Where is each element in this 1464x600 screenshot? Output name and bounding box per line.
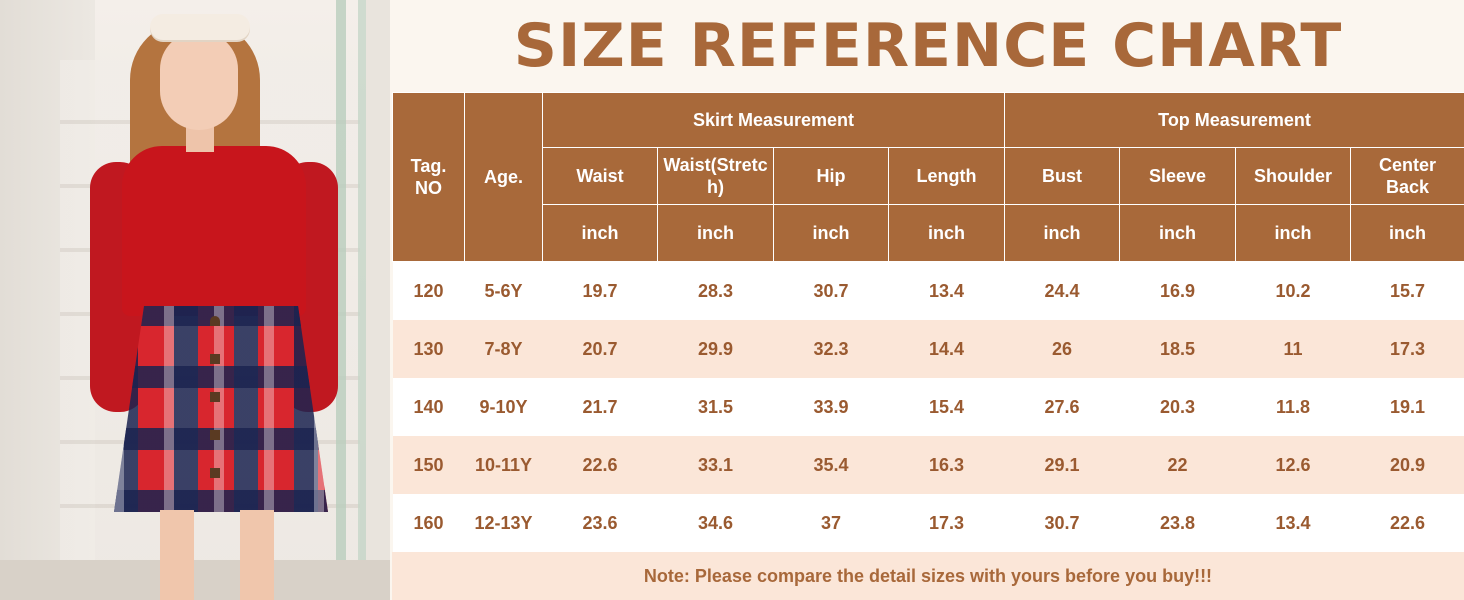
cell-shoulder: 12.6 xyxy=(1235,436,1351,494)
cell-bust: 26 xyxy=(1004,320,1120,378)
cell-sleeve: 20.3 xyxy=(1119,378,1236,436)
cell-waist: 23.6 xyxy=(542,494,658,552)
cell-hip: 30.7 xyxy=(773,261,889,320)
cell-waist: 19.7 xyxy=(542,261,658,320)
cell-waist-stretch: 28.3 xyxy=(657,261,774,320)
cell-bust: 27.6 xyxy=(1004,378,1120,436)
cell-waist-stretch: 31.5 xyxy=(657,378,774,436)
cell-age: 12-13Y xyxy=(464,494,543,552)
cell-bust: 29.1 xyxy=(1004,436,1120,494)
cell-length: 13.4 xyxy=(888,261,1005,320)
unit-label: inch xyxy=(1119,204,1236,262)
cell-length: 15.4 xyxy=(888,378,1005,436)
cell-tag: 120 xyxy=(392,261,465,320)
header-hip: Hip xyxy=(773,147,889,205)
header-length: Length xyxy=(888,147,1005,205)
header-waist: Waist xyxy=(542,147,658,205)
model-face xyxy=(160,32,238,130)
cell-hip: 35.4 xyxy=(773,436,889,494)
cell-hip: 32.3 xyxy=(773,320,889,378)
header-top-measurement: Top Measurement xyxy=(1003,92,1464,148)
cell-length: 16.3 xyxy=(888,436,1005,494)
table-row: 140 9-10Y 21.7 31.5 33.9 15.4 27.6 20.3 … xyxy=(392,378,1464,436)
table-row: 160 12-13Y 23.6 34.6 37 17.3 30.7 23.8 1… xyxy=(392,494,1464,552)
model-red-top xyxy=(122,146,306,316)
cell-bust: 24.4 xyxy=(1004,261,1120,320)
table-row: 150 10-11Y 22.6 33.1 35.4 16.3 29.1 22 1… xyxy=(392,436,1464,494)
size-table: Tag. NO Age. Skirt Measurement Top Measu… xyxy=(392,92,1464,552)
cell-age: 9-10Y xyxy=(464,378,543,436)
note-text: Note: Please compare the detail sizes wi… xyxy=(392,552,1464,600)
cell-waist-stretch: 33.1 xyxy=(657,436,774,494)
header-center-back: Center Back xyxy=(1349,147,1464,205)
floor xyxy=(0,560,390,600)
cell-center-back: 17.3 xyxy=(1350,320,1464,378)
header-bust: Bust xyxy=(1004,147,1120,205)
table-row: 130 7-8Y 20.7 29.9 32.3 14.4 26 18.5 11 … xyxy=(392,320,1464,378)
model-plaid-skirt xyxy=(114,306,328,512)
header-shoulder: Shoulder xyxy=(1235,147,1351,205)
cell-shoulder: 13.4 xyxy=(1235,494,1351,552)
cell-sleeve: 23.8 xyxy=(1119,494,1236,552)
unit-label: inch xyxy=(1349,204,1464,262)
cell-sleeve: 16.9 xyxy=(1119,261,1236,320)
cell-bust: 30.7 xyxy=(1004,494,1120,552)
cell-waist-stretch: 34.6 xyxy=(657,494,774,552)
cell-center-back: 15.7 xyxy=(1350,261,1464,320)
cell-center-back: 19.1 xyxy=(1350,378,1464,436)
wall-right xyxy=(366,0,390,600)
cell-center-back: 22.6 xyxy=(1350,494,1464,552)
unit-label: inch xyxy=(888,204,1005,262)
product-photo xyxy=(0,0,390,600)
model-headband xyxy=(150,14,250,40)
header-tag-no: Tag. NO xyxy=(392,92,465,262)
table-row: 120 5-6Y 19.7 28.3 30.7 13.4 24.4 16.9 1… xyxy=(392,261,1464,320)
unit-label: inch xyxy=(542,204,658,262)
unit-label: inch xyxy=(773,204,889,262)
cell-age: 10-11Y xyxy=(464,436,543,494)
cell-waist: 21.7 xyxy=(542,378,658,436)
cell-tag: 130 xyxy=(392,320,465,378)
chart-title: SIZE REFERENCE CHART xyxy=(513,11,1343,81)
cell-tag: 150 xyxy=(392,436,465,494)
skirt-buttons xyxy=(210,316,220,496)
header-age: Age. xyxy=(464,92,543,262)
header-skirt-measurement: Skirt Measurement xyxy=(542,92,1005,148)
handrail-post xyxy=(358,0,366,600)
header-waist-stretch: Waist(Stretch) xyxy=(657,147,774,205)
unit-label: inch xyxy=(1235,204,1351,262)
cell-waist: 20.7 xyxy=(542,320,658,378)
model-right-leg xyxy=(240,510,274,600)
cell-age: 7-8Y xyxy=(464,320,543,378)
unit-label: inch xyxy=(1004,204,1120,262)
cell-center-back: 20.9 xyxy=(1350,436,1464,494)
cell-shoulder: 11 xyxy=(1235,320,1351,378)
cell-sleeve: 18.5 xyxy=(1119,320,1236,378)
cell-sleeve: 22 xyxy=(1119,436,1236,494)
cell-length: 17.3 xyxy=(888,494,1005,552)
cell-waist-stretch: 29.9 xyxy=(657,320,774,378)
cell-tag: 140 xyxy=(392,378,465,436)
cell-shoulder: 11.8 xyxy=(1235,378,1351,436)
cell-shoulder: 10.2 xyxy=(1235,261,1351,320)
model-left-leg xyxy=(160,510,194,600)
unit-label: inch xyxy=(657,204,774,262)
cell-tag: 160 xyxy=(392,494,465,552)
header-sleeve: Sleeve xyxy=(1119,147,1236,205)
cell-length: 14.4 xyxy=(888,320,1005,378)
handrail xyxy=(336,0,346,600)
cell-age: 5-6Y xyxy=(464,261,543,320)
cell-hip: 37 xyxy=(773,494,889,552)
cell-hip: 33.9 xyxy=(773,378,889,436)
cell-waist: 22.6 xyxy=(542,436,658,494)
